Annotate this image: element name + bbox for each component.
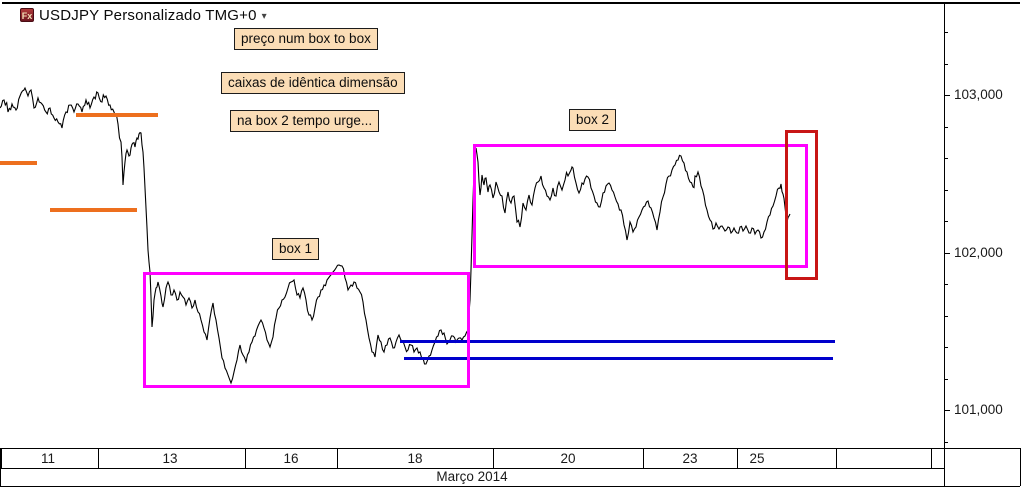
plot-bottom-border	[0, 448, 1021, 449]
price-tick-line	[0, 86, 791, 385]
axis-tick	[944, 316, 948, 317]
orange-trendline[interactable]	[0, 161, 37, 165]
date-label: 16	[283, 451, 299, 466]
price-axis-label: 101,000	[954, 402, 1003, 417]
date-label: 25	[749, 451, 765, 466]
axis-tick	[944, 284, 948, 285]
date-label: 18	[407, 451, 423, 466]
axis-tick	[944, 95, 950, 96]
box1-rectangle[interactable]	[143, 272, 470, 388]
axis-tick	[944, 442, 948, 443]
date-separator	[245, 448, 246, 468]
date-separator	[836, 448, 837, 468]
axis-corner-border	[944, 448, 945, 486]
price-line-chart[interactable]	[0, 2, 944, 450]
date-row-divider	[0, 468, 944, 469]
date-separator	[643, 448, 644, 468]
text-note[interactable]: preço num box to box	[234, 28, 378, 50]
blue-horizontal-line[interactable]	[400, 340, 835, 343]
axis-tick	[944, 347, 948, 348]
date-separator	[493, 448, 494, 468]
price-axis-line	[944, 2, 945, 448]
price-axis-label: 103,000	[954, 87, 1003, 102]
axis-tick	[944, 190, 948, 191]
orange-trendline[interactable]	[50, 208, 137, 212]
axis-tick	[944, 127, 948, 128]
axis-tick	[944, 379, 948, 380]
axis-left-border	[0, 448, 1, 486]
date-label: 11	[40, 451, 56, 466]
price-axis-label: 102,000	[954, 245, 1003, 260]
axis-tick	[944, 253, 950, 254]
text-note[interactable]: caixas de idêntica dimensão	[221, 72, 405, 94]
date-separator	[931, 448, 932, 468]
axis-bottom-border	[0, 486, 1020, 487]
date-separator	[98, 448, 99, 468]
axis-tick	[944, 410, 950, 411]
box2-rectangle[interactable]	[473, 144, 808, 268]
text-note[interactable]: box 2	[569, 109, 617, 131]
orange-trendline[interactable]	[76, 113, 158, 117]
fx-icon: Fx	[20, 8, 34, 22]
symbol-selector[interactable]: Fx USDJPY Personalizado TMG+0 ▾	[20, 6, 267, 24]
chevron-down-icon[interactable]: ▾	[261, 10, 267, 22]
date-label: 23	[682, 451, 698, 466]
chart-title: USDJPY Personalizado TMG+0	[39, 6, 257, 24]
axis-right-border	[1020, 448, 1021, 486]
date-label: 13	[162, 451, 178, 466]
red-rectangle[interactable]	[785, 130, 818, 280]
date-separator	[1, 448, 2, 468]
month-row: Março 2014	[0, 468, 944, 486]
date-separator	[337, 448, 338, 468]
text-note[interactable]: na box 2 tempo urge...	[230, 110, 380, 132]
window-top-border	[2, 2, 1020, 4]
axis-tick	[944, 32, 948, 33]
date-separator	[737, 448, 738, 468]
date-label: 20	[560, 451, 576, 466]
axis-tick	[944, 64, 948, 65]
text-note[interactable]: box 1	[272, 238, 320, 260]
month-label: Março 2014	[436, 469, 508, 484]
blue-horizontal-line[interactable]	[404, 357, 833, 360]
axis-tick	[944, 221, 948, 222]
axis-tick	[944, 158, 948, 159]
